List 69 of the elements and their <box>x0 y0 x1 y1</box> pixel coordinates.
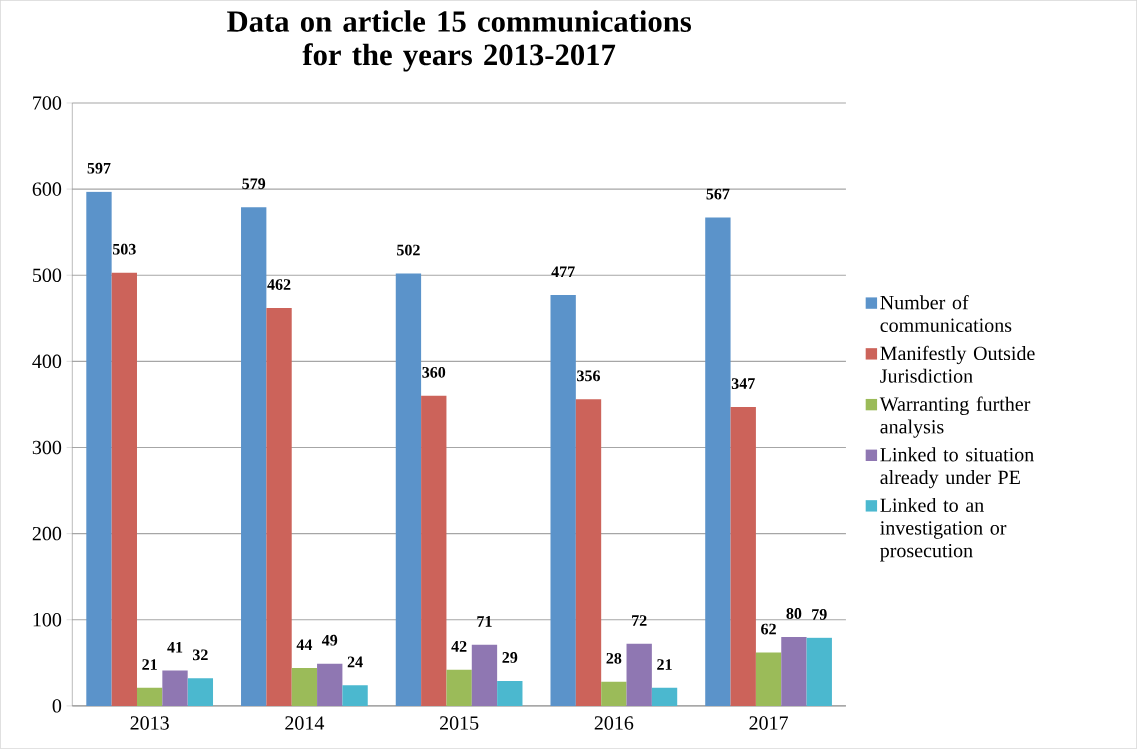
y-tick-label: 700 <box>33 96 62 110</box>
bar <box>575 399 602 706</box>
data-label: 29 <box>502 652 518 663</box>
bar <box>730 407 756 706</box>
data-label: 579 <box>242 178 266 190</box>
y-tick-label: 100 <box>33 613 62 627</box>
bar <box>266 308 292 706</box>
data-label: 356 <box>577 370 601 382</box>
bar <box>162 670 188 706</box>
data-label: 21 <box>142 659 157 670</box>
data-label: 28 <box>606 652 622 664</box>
data-label: 347 <box>731 378 755 390</box>
data-label: 49 <box>321 634 338 646</box>
bar <box>755 652 782 706</box>
data-label: 462 <box>267 279 291 290</box>
bar <box>626 643 652 706</box>
data-label: 71 <box>477 616 492 627</box>
bar <box>651 687 678 706</box>
x-tick-label: 2014 <box>285 716 325 730</box>
data-label: 597 <box>87 162 111 174</box>
data-label: 62 <box>761 623 776 635</box>
data-label: 32 <box>192 649 208 661</box>
bar <box>395 273 422 706</box>
bar <box>111 272 137 706</box>
data-label: 41 <box>167 642 183 653</box>
x-tick-label: 2013 <box>130 716 169 730</box>
bar <box>421 395 447 706</box>
y-tick-label: 200 <box>32 526 62 541</box>
data-label: 72 <box>632 615 647 626</box>
x-tick-label: 2016 <box>594 716 634 730</box>
y-tick-label: 600 <box>32 182 62 196</box>
legend-label: Linked to situation already under PE <box>880 447 1034 489</box>
data-label: 79 <box>812 609 827 620</box>
y-tick-label: 300 <box>32 440 62 455</box>
data-label: 477 <box>551 266 575 278</box>
bar <box>342 685 368 706</box>
bar <box>317 663 343 706</box>
y-tick-label: 500 <box>33 268 62 283</box>
data-label: 503 <box>112 243 136 255</box>
bar <box>471 644 498 706</box>
bar <box>446 669 472 706</box>
bar <box>291 668 318 706</box>
x-tick-label: 2017 <box>749 716 788 730</box>
legend-label: Number of communications <box>880 295 1012 333</box>
legend-label: Manifestly Outside Jurisdiction <box>880 345 1035 383</box>
bar <box>550 295 576 706</box>
x-tick-label: 2015 <box>439 716 479 730</box>
data-label: 42 <box>451 641 467 652</box>
bar <box>806 637 832 706</box>
bar <box>136 687 163 706</box>
y-tick-label: 0 <box>52 699 62 713</box>
data-label: 44 <box>296 639 313 651</box>
bar <box>86 191 112 706</box>
bar <box>781 637 807 706</box>
legend-label: Warranting further analysis <box>879 396 1031 438</box>
data-label: 360 <box>422 367 446 378</box>
data-label: 567 <box>706 188 730 200</box>
chart-title: Data on article 15 communications for the years 2013-2017 <box>227 10 692 72</box>
data-label: 24 <box>347 656 363 668</box>
bar <box>187 678 214 706</box>
data-label: 21 <box>657 659 672 670</box>
data-label: 80 <box>786 608 802 619</box>
y-tick-label: 400 <box>32 354 62 369</box>
bar <box>601 681 627 706</box>
bar <box>497 680 523 706</box>
bar <box>241 207 267 706</box>
data-label: 502 <box>397 244 420 256</box>
bar <box>705 217 731 706</box>
legend-label: Linked to an investigation or prosecution <box>880 498 1007 562</box>
